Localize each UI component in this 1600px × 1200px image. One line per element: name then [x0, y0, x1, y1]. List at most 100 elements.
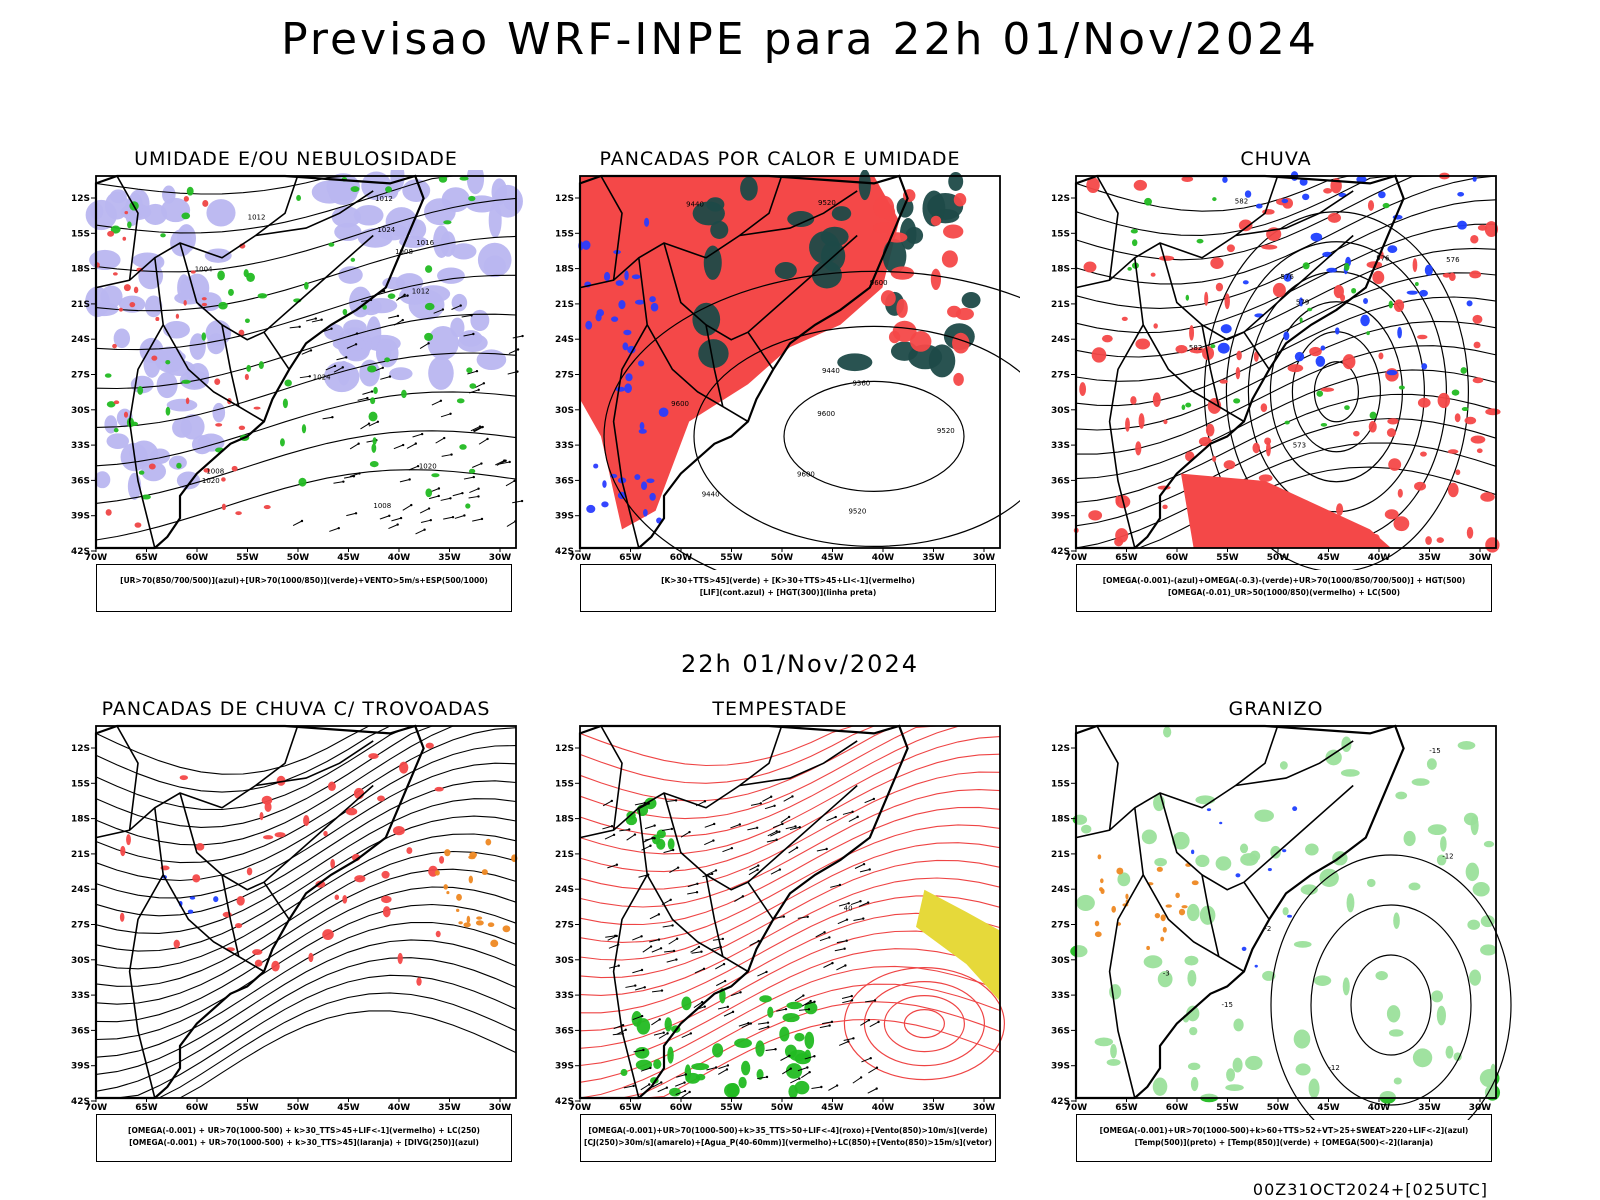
lat-tick-label: 12S: [555, 744, 574, 754]
temperature-labels: -3 -12 -15 -15 -12 -2: [1163, 747, 1454, 1072]
contour-label: 1016: [416, 239, 434, 247]
lon-tick-label: 70W: [569, 1103, 592, 1113]
country-border: [1108, 874, 1144, 1099]
chuva-map: 582 582 579 576 573 576 576 12S 15S 18S 21S 24S 27S 3…: [1051, 171, 1501, 570]
legend-line-2: [CJ(250)>30m/s](amarelo)+[Agua_P(40-60mm…: [584, 1138, 992, 1147]
contour-label: -12: [1442, 853, 1453, 861]
contour-label: 9600: [870, 279, 888, 287]
height-labels: 9600 9600 9600 9520 9520 9520 9440 9440 9440 9360…: [671, 199, 955, 515]
wind-vectors: [602, 795, 880, 1098]
lat-tick-label: 39S: [71, 512, 90, 522]
panel-legend: [K>30+TTS>45](verde) + [K>30+TTS>45+LI<-…: [580, 564, 996, 612]
lat-tick-label: 30S: [555, 406, 574, 416]
lat-tick-label: 21S: [1051, 850, 1070, 860]
contour-label: 9520: [848, 508, 866, 516]
jet-yellow-area: [916, 889, 1000, 1002]
panel-legend: [OMEGA(-0.001) + UR>70(1000-500) + k>30_…: [96, 1114, 512, 1162]
lon-tick-label: 55W: [720, 1103, 743, 1113]
lon-tick-label: 65W: [619, 553, 642, 563]
country-border: [95, 725, 299, 839]
lat-tick-label: 18S: [1051, 265, 1070, 275]
lat-tick-label: 42S: [555, 547, 574, 557]
country-border: [263, 784, 374, 883]
country-border: [1159, 792, 1270, 920]
contour-label: 1020: [419, 463, 437, 471]
contour-label: -15: [1429, 747, 1440, 755]
country-border: [116, 725, 139, 831]
humidity-high-levels-east: [311, 170, 523, 393]
country-border: [1075, 725, 1279, 839]
lat-tick-label: 33S: [1051, 441, 1070, 451]
contour-label: -2: [1264, 925, 1271, 933]
lon-tick-label: 55W: [236, 1103, 259, 1113]
lat-tick-label: 42S: [1051, 547, 1070, 557]
lon-tick-label: 50W: [287, 553, 310, 563]
temp500-contours: [1270, 854, 1512, 1120]
country-border: [612, 874, 648, 1099]
legend-line-1: [K>30+TTS>45](verde) + [K>30+TTS>45+LI<-…: [661, 576, 915, 585]
lat-tick-label: 12S: [555, 194, 574, 204]
country-border: [179, 242, 290, 370]
model-run-label: 00Z31OCT2024+[025UTC]: [1252, 1180, 1488, 1199]
lon-tick-label: 35W: [922, 553, 945, 563]
panel-legend: [OMEGA(-0.001)+UR>70(1000-500)+k>35_TTS>…: [580, 1114, 996, 1162]
lon-tick-label: 70W: [85, 553, 108, 563]
panel-title: PANCADAS POR CALOR E UMIDADE: [599, 148, 961, 170]
country-border: [739, 740, 858, 787]
contour-label: 576: [1280, 273, 1294, 281]
contour-label: 1008: [206, 468, 224, 476]
panel-legend: [UR>70(850/700/500)](azul)+[UR>70(1000/8…: [96, 564, 512, 612]
lon-tick-label: 55W: [1216, 553, 1239, 563]
lat-tick-label: 24S: [555, 335, 574, 345]
country-border: [638, 807, 749, 973]
lat-tick-label: 30S: [1051, 956, 1070, 966]
legend-line-2: [Temp(500)](preto) + [Temp(850)](verde) …: [1134, 1138, 1434, 1147]
lon-tick-label: 60W: [670, 553, 693, 563]
lat-tick-label: 36S: [1051, 1026, 1070, 1036]
lon-tick-label: 50W: [1267, 1103, 1290, 1113]
lon-tick-label: 45W: [821, 1103, 844, 1113]
contour-label: 576: [1446, 256, 1460, 264]
country-border: [128, 324, 164, 549]
lat-tick-label: 27S: [555, 921, 574, 931]
omega-orange-areas: [1094, 854, 1199, 951]
lon-tick-label: 50W: [287, 1103, 310, 1113]
lat-tick-label: 39S: [1051, 1062, 1070, 1072]
contour-label: 9520: [818, 199, 836, 207]
lat-tick-label: 42S: [1051, 1097, 1070, 1107]
lon-tick-label: 65W: [135, 1103, 158, 1113]
lat-tick-label: 12S: [1051, 744, 1070, 754]
country-border: [739, 190, 858, 237]
rain-band-south: [1181, 473, 1391, 548]
lat-tick-label: 21S: [71, 300, 90, 310]
lat-tick-label: 18S: [555, 265, 574, 275]
country-border: [1243, 784, 1354, 883]
contour-label: 40: [844, 904, 853, 912]
lat-tick-label: 12S: [1051, 194, 1070, 204]
country-border: [638, 257, 749, 423]
contour-label: 9440: [822, 367, 840, 375]
lon-tick-label: 30W: [489, 1103, 512, 1113]
contour-label: 9600: [817, 410, 835, 418]
contour-label: 1020: [202, 477, 220, 485]
lat-tick-label: 33S: [1051, 991, 1070, 1001]
contour-label: 9600: [797, 471, 815, 479]
lon-tick-label: 30W: [1469, 553, 1492, 563]
lat-tick-label: 21S: [71, 850, 90, 860]
lon-tick-label: 70W: [85, 1103, 108, 1113]
lon-tick-label: 30W: [1469, 1103, 1492, 1113]
thunderstorm-red-areas: [119, 742, 445, 986]
map-frame: [579, 725, 1001, 1099]
country-border: [579, 175, 783, 289]
contour-label: 1012: [412, 288, 430, 296]
country-border: [1075, 175, 1279, 289]
lon-tick-label: 70W: [1065, 553, 1088, 563]
contour-label: 573: [1293, 441, 1306, 449]
umidade-map: 1012 1012 1008 1004 1016 1020 1020 1024 1024 1008…: [71, 170, 524, 563]
lon-tick-label: 55W: [1216, 1103, 1239, 1113]
lat-tick-label: 18S: [71, 815, 90, 825]
thunderstorm-orange-areas: [434, 838, 518, 948]
